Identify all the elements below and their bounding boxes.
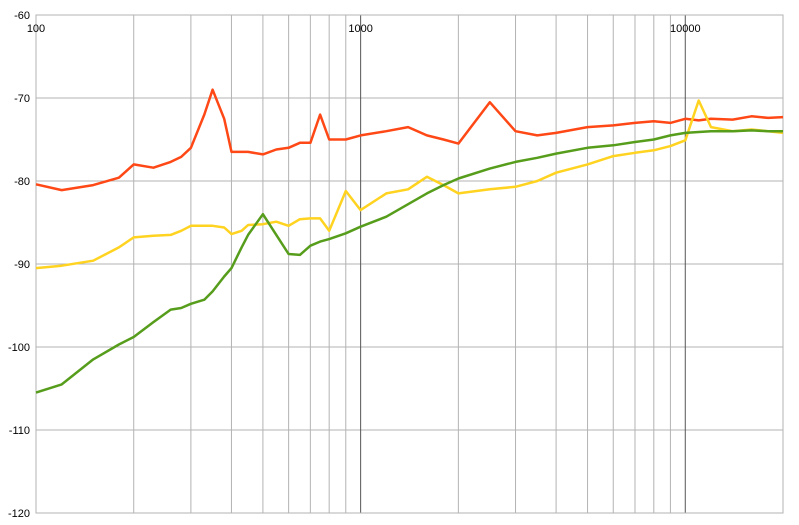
y-tick-label: -90 <box>14 259 30 271</box>
x-tick-label: 10000 <box>670 23 701 35</box>
series-line <box>35 99 784 270</box>
plot-frame <box>35 14 784 514</box>
y-tick-label: -70 <box>14 93 30 105</box>
y-tick-label: -110 <box>9 425 30 437</box>
x-tick-label: 1000 <box>348 23 372 35</box>
x-tick-label: 100 <box>27 23 45 35</box>
y-tick-label: -80 <box>14 176 30 188</box>
y-tick-label: -60 <box>14 10 30 22</box>
y-tick-label: -120 <box>8 508 30 520</box>
series-line <box>35 88 784 192</box>
series-line <box>35 129 783 394</box>
y-tick-label: -100 <box>8 342 30 354</box>
